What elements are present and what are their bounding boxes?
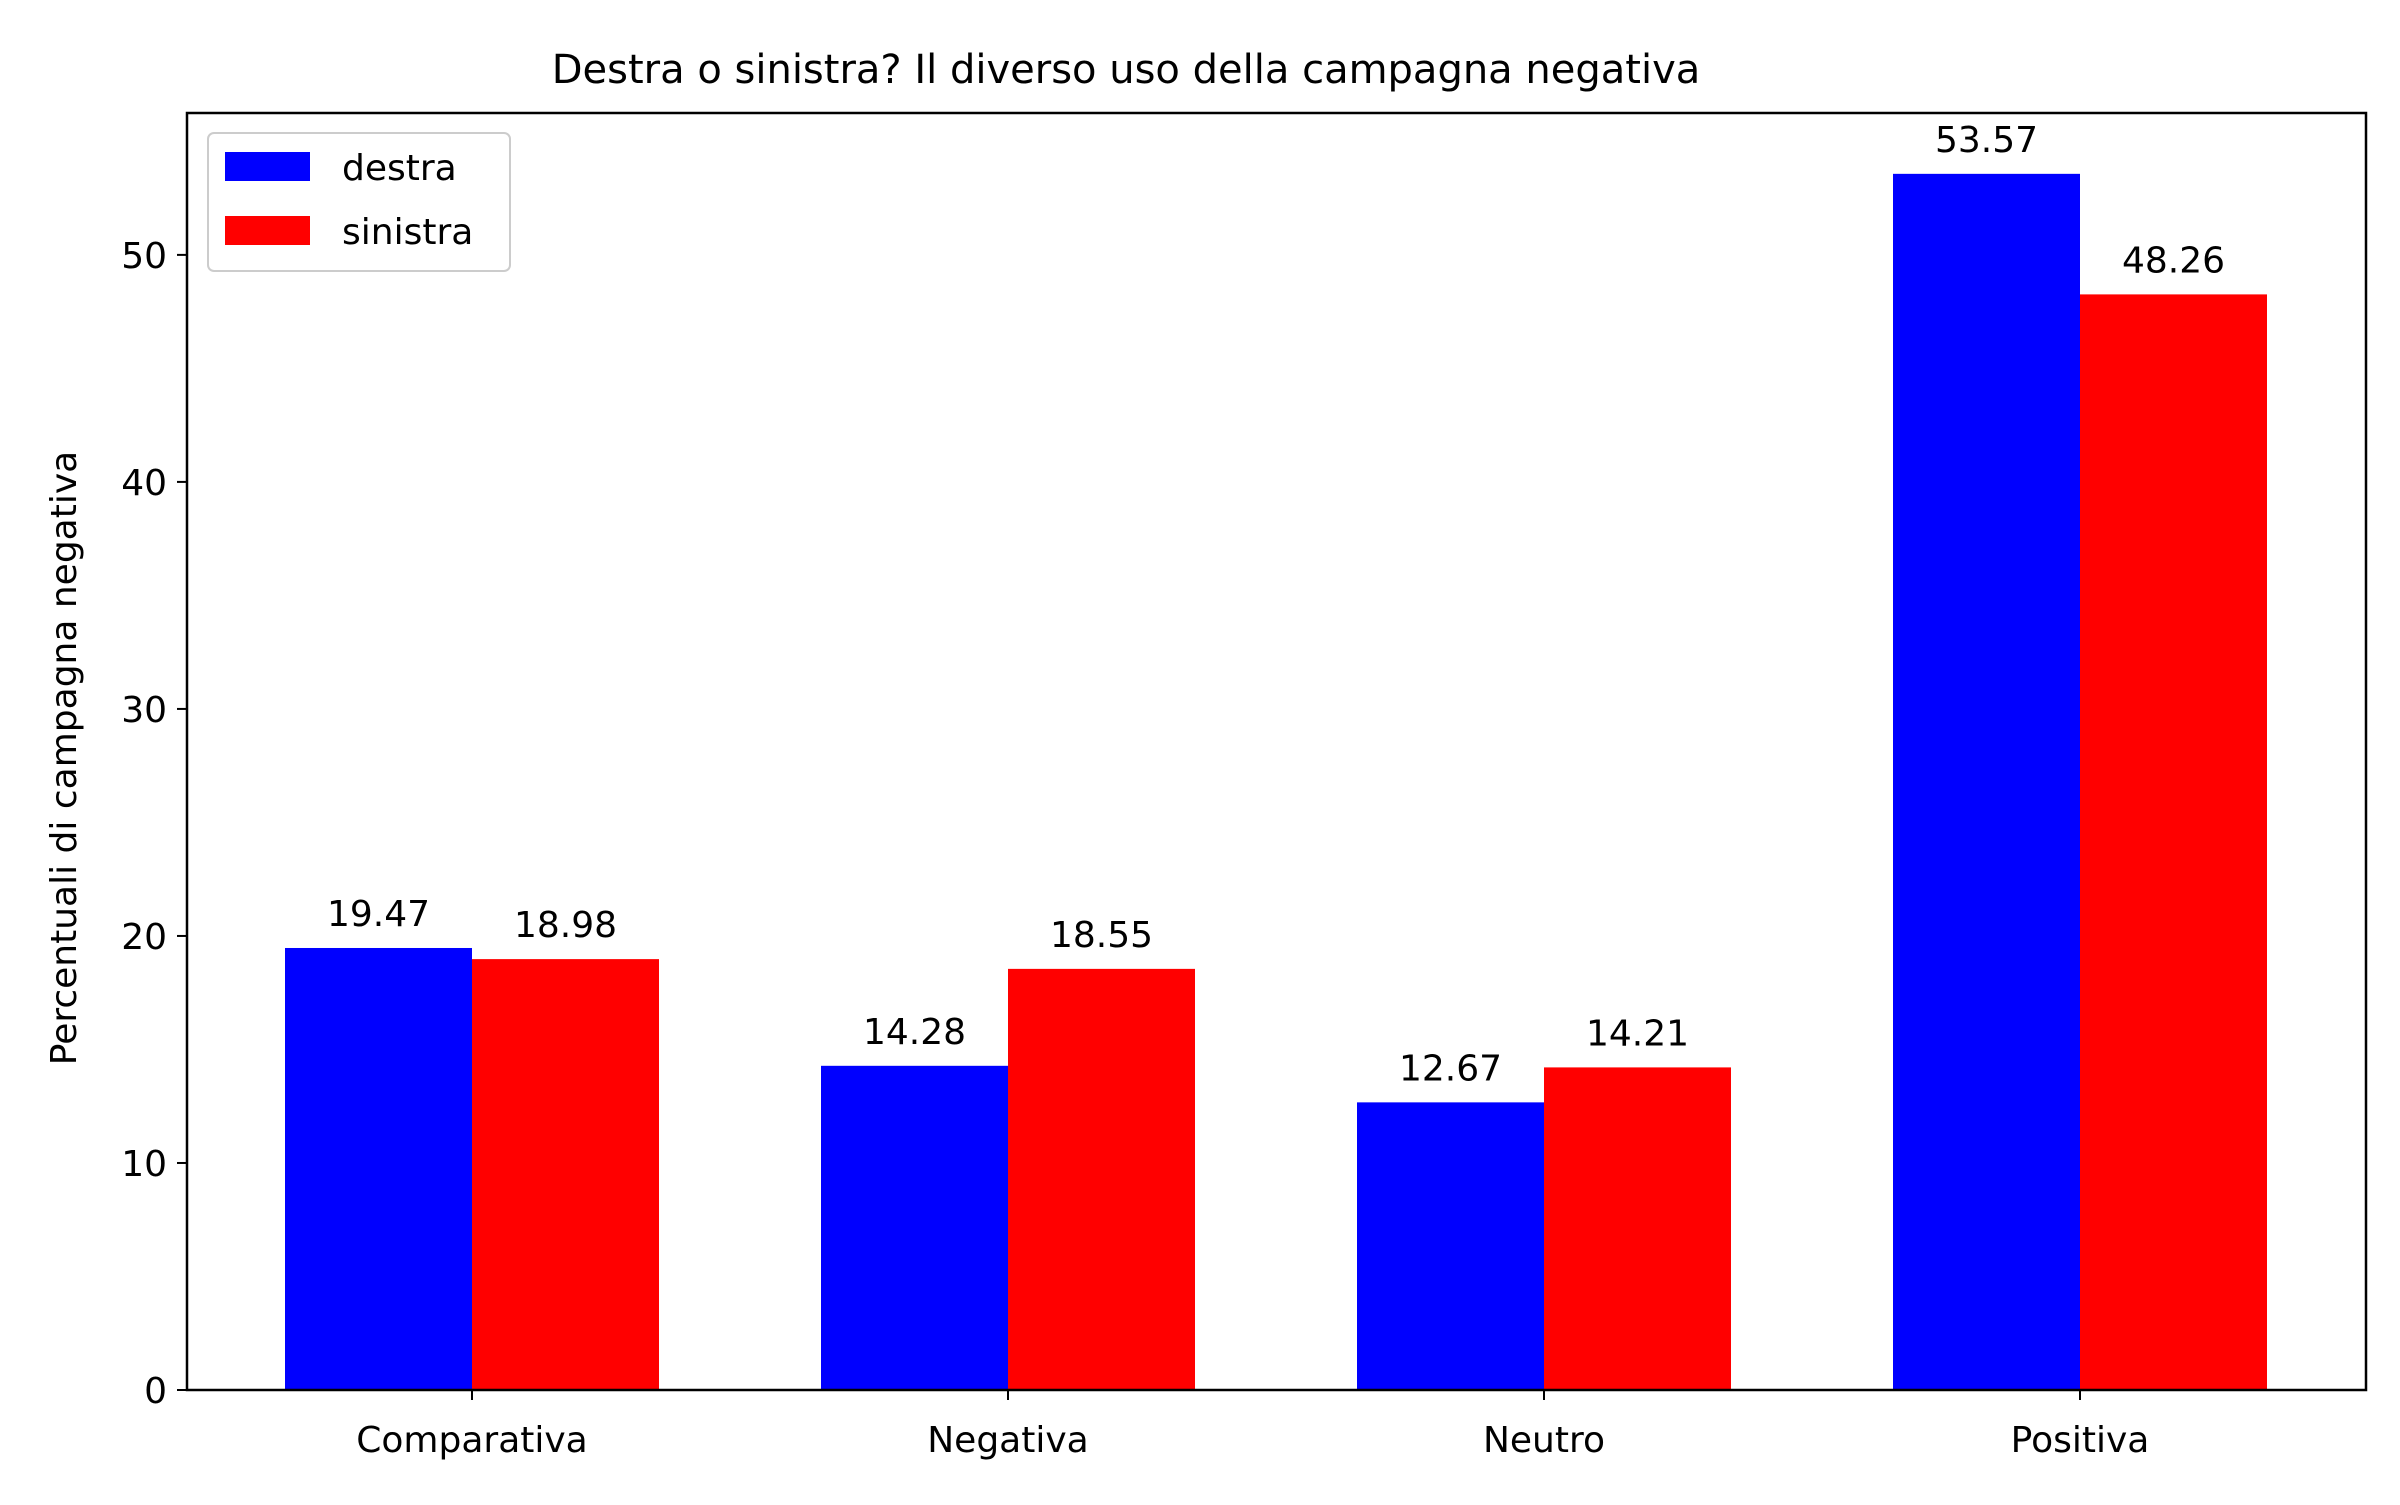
x-tick-label-3: Positiva — [2011, 1420, 2150, 1461]
x-tick-label-2: Neutro — [1483, 1420, 1605, 1461]
chart-title: Destra o sinistra? Il diverso uso della … — [552, 47, 1701, 93]
data-label-destra-3: 53.57 — [1935, 120, 2038, 161]
bar-sinistra-2 — [1544, 1067, 1731, 1390]
bar-sinistra-0 — [472, 959, 659, 1390]
data-label-destra-2: 12.67 — [1399, 1048, 1502, 1089]
legend-swatch-sinistra — [225, 216, 310, 245]
legend-swatch-destra — [225, 152, 310, 181]
bar-destra-2 — [1357, 1102, 1544, 1390]
plot-frame — [185, 111, 2368, 1392]
legend-label-destra: destra — [342, 148, 457, 189]
x-tick-label-1: Negativa — [927, 1420, 1088, 1461]
y-tick-label-5: 50 — [121, 236, 167, 277]
y-tick-label-0: 0 — [144, 1371, 167, 1412]
y-tick-label-4: 40 — [121, 463, 167, 504]
y-tick-label-3: 30 — [121, 690, 167, 731]
data-label-sinistra-3: 48.26 — [2122, 240, 2225, 281]
bar-destra-0 — [285, 947, 472, 1390]
bar-sinistra-1 — [1008, 968, 1195, 1390]
bar-destra-1 — [821, 1065, 1008, 1390]
y-tick-label-2: 20 — [121, 917, 167, 958]
bar-destra-3 — [1893, 173, 2080, 1391]
bar-sinistra-3 — [2080, 294, 2267, 1390]
legend-label-sinistra: sinistra — [342, 212, 473, 253]
data-label-sinistra-0: 18.98 — [514, 905, 617, 946]
data-label-sinistra-2: 14.21 — [1586, 1013, 1689, 1054]
data-label-destra-0: 19.47 — [327, 894, 430, 935]
data-label-destra-1: 14.28 — [863, 1012, 966, 1053]
y-tick-label-1: 10 — [121, 1144, 167, 1185]
plot-area: 19.47 14.28 12.67 53.57 18.98 18.55 14.21 48.26… — [121, 120, 2267, 1461]
x-tick-label-0: Comparativa — [356, 1420, 588, 1461]
y-axis-label: Percentuali di campagna negativa — [44, 451, 85, 1065]
legend: destra sinistra — [207, 132, 511, 272]
data-label-sinistra-1: 18.55 — [1050, 915, 1153, 956]
